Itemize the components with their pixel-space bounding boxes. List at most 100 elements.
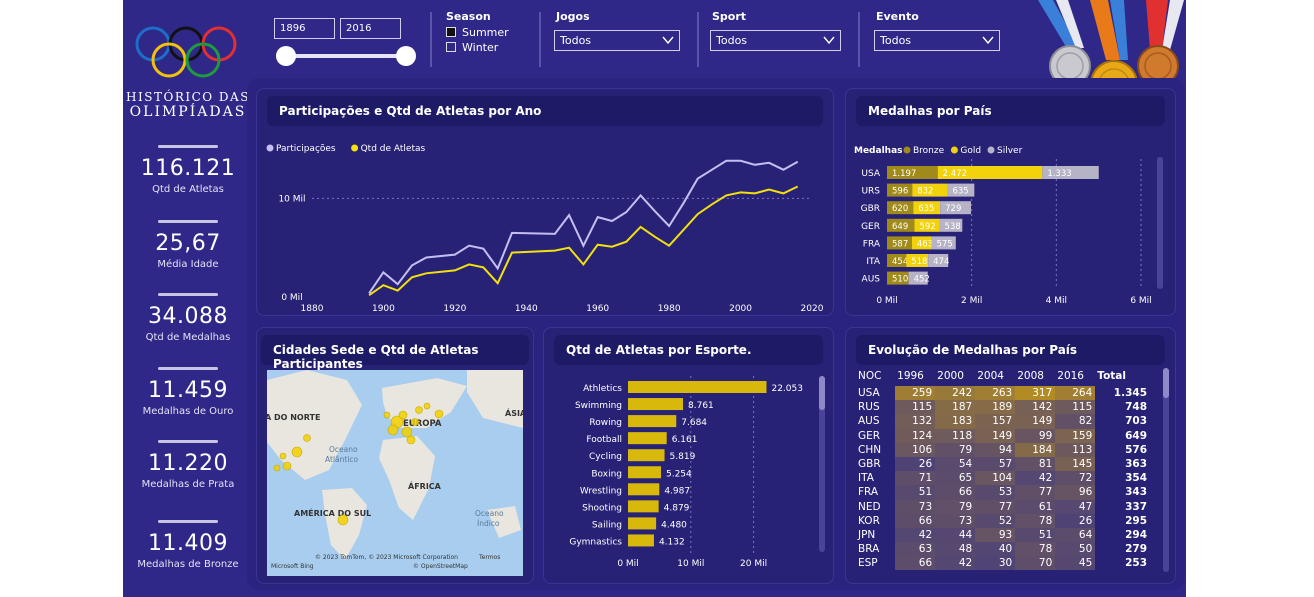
table-row: CHN 106 79 94 184 113 576 bbox=[856, 442, 1150, 457]
sport-panel: Qtd de Atletas por Esporte. Athletics 22.… bbox=[543, 327, 834, 584]
legend-label: Gold bbox=[960, 146, 981, 156]
medals-country-panel: Medalhas por País Medalhas Bronze Gold Silv… bbox=[845, 88, 1176, 316]
value-cell: 145 bbox=[1055, 456, 1096, 472]
evento-dropdown[interactable]: Todos bbox=[874, 30, 1000, 51]
bar-segment-gold bbox=[914, 218, 940, 232]
bar bbox=[628, 449, 665, 462]
value-cell: 93 bbox=[975, 527, 1016, 543]
total-cell: 343 bbox=[1125, 486, 1147, 499]
x-tick-label: 2020 bbox=[801, 304, 824, 314]
column-header[interactable]: NOC bbox=[858, 370, 882, 382]
jogos-dropdown[interactable]: Todos bbox=[554, 30, 680, 51]
value-cell: 63 bbox=[895, 542, 936, 557]
x-tick-label: 1960 bbox=[586, 304, 609, 314]
category-label: GBR bbox=[861, 204, 880, 214]
noc-cell: CHN bbox=[858, 443, 882, 456]
total-cell: 748 bbox=[1125, 401, 1147, 414]
kpi-label: Medalhas de Ouro bbox=[142, 406, 234, 417]
value-cell: 72 bbox=[1055, 471, 1096, 486]
year-start-input[interactable]: 1896 bbox=[274, 18, 335, 39]
medal-evolution-title: Evolução de Medalhas por País bbox=[856, 335, 1165, 365]
map-osm-link[interactable]: © OpenStreetMap bbox=[413, 563, 468, 570]
host-city-bubbles[interactable] bbox=[273, 402, 444, 526]
bar bbox=[628, 381, 767, 393]
column-header[interactable]: 1996 bbox=[897, 370, 924, 382]
value-cell: 26 bbox=[1055, 513, 1096, 528]
data-label: 620 bbox=[892, 204, 908, 214]
value-cell: 78 bbox=[1015, 513, 1056, 528]
value-cell: 77 bbox=[1015, 485, 1056, 500]
map-panel: Cidades Sede e Qtd de Atletas Participan… bbox=[256, 327, 534, 584]
data-label: 4.987 bbox=[664, 486, 690, 496]
value-cell: 65 bbox=[935, 471, 976, 486]
sport-filter-title: Sport bbox=[712, 10, 747, 23]
table-header-row: NOC 1996 2000 2004 2008 2016 Total bbox=[856, 368, 1150, 386]
year-end-input[interactable]: 2016 bbox=[340, 18, 401, 39]
checkbox-checked-icon[interactable] bbox=[446, 27, 456, 37]
total-cell: 295 bbox=[1125, 514, 1147, 527]
y-tick-label: 10 Mil bbox=[278, 194, 305, 204]
evento-filter-title: Evento bbox=[876, 10, 919, 23]
title-line-1: HISTÓRICO DAS bbox=[126, 90, 250, 104]
data-label: 2.472 bbox=[943, 169, 967, 179]
noc-cell: FRA bbox=[858, 486, 879, 499]
value-cell: 30 bbox=[975, 556, 1016, 571]
column-header[interactable]: 2004 bbox=[977, 370, 1004, 382]
column-header[interactable]: 2008 bbox=[1017, 370, 1044, 382]
data-label: 518 bbox=[911, 257, 927, 267]
year-slider-handle-start[interactable] bbox=[276, 46, 296, 66]
data-label: 454 bbox=[892, 257, 908, 267]
bar-segment-bronze bbox=[887, 254, 907, 267]
season-filter-title: Season bbox=[446, 10, 491, 23]
series-line-participacoes bbox=[368, 159, 799, 294]
category-label: Football bbox=[586, 435, 622, 445]
value-cell: 113 bbox=[1055, 442, 1096, 457]
map-label-ocean-atlantic: Oceano Atlântico bbox=[325, 445, 359, 464]
year-slider-track[interactable] bbox=[286, 54, 406, 58]
value-cell: 157 bbox=[975, 414, 1016, 429]
value-cell: 53 bbox=[975, 485, 1016, 500]
column-header[interactable]: Total bbox=[1097, 370, 1126, 382]
value-cell: 61 bbox=[1015, 499, 1056, 514]
chart-scrollbar bbox=[1157, 157, 1163, 289]
column-header[interactable]: 2016 bbox=[1057, 370, 1084, 382]
year-slider-handle-end[interactable] bbox=[396, 46, 416, 66]
bar-segment-silver bbox=[908, 271, 928, 285]
noc-cell: BRA bbox=[858, 543, 880, 556]
value-cell: 149 bbox=[975, 428, 1016, 443]
kpi-value: 116.121 bbox=[140, 156, 236, 181]
medal-evolution-table: NOC 1996 2000 2004 2008 2016 Total USA 259 242 263… bbox=[856, 368, 1150, 571]
total-cell: 363 bbox=[1125, 458, 1147, 471]
bar bbox=[628, 466, 661, 479]
noc-cell: KOR bbox=[858, 514, 880, 527]
sport-bar-chart: Athletics 22.053 Swimming 8.761 Rowing 7.684 F… bbox=[569, 376, 825, 569]
bar-segment-silver bbox=[1042, 166, 1099, 179]
jogos-filter-title: Jogos bbox=[556, 10, 590, 23]
category-label: Rowing bbox=[589, 418, 622, 428]
x-tick-label: 1880 bbox=[301, 304, 324, 314]
data-label: 6.161 bbox=[672, 435, 698, 445]
chevron-down-icon bbox=[823, 36, 835, 45]
value-cell: 189 bbox=[975, 400, 1016, 415]
bar bbox=[628, 500, 659, 513]
kpi-bronze: 11.409 Medalhas de Bronze bbox=[123, 520, 253, 570]
data-label: 592 bbox=[919, 222, 935, 232]
table-scrollbar[interactable] bbox=[1163, 368, 1169, 572]
map-terms-link[interactable]: Termos bbox=[478, 554, 500, 561]
checkbox-unchecked-icon[interactable] bbox=[446, 42, 456, 52]
column-header[interactable]: 2000 bbox=[937, 370, 964, 382]
chevron-down-icon bbox=[982, 36, 994, 45]
x-tick-label: 0 Mil bbox=[617, 559, 638, 569]
value-cell: 73 bbox=[895, 499, 936, 514]
season-option-summer[interactable]: Summer bbox=[446, 26, 509, 39]
category-label: Athletics bbox=[583, 384, 622, 394]
bar bbox=[628, 398, 684, 411]
value-cell: 263 bbox=[975, 386, 1016, 401]
olympic-rings-logo bbox=[135, 26, 237, 78]
value-cell: 51 bbox=[895, 485, 936, 500]
season-option-winter[interactable]: Winter bbox=[446, 41, 509, 54]
data-label: 1.197 bbox=[892, 169, 916, 179]
bar bbox=[628, 534, 654, 547]
sport-dropdown[interactable]: Todos bbox=[710, 30, 841, 51]
